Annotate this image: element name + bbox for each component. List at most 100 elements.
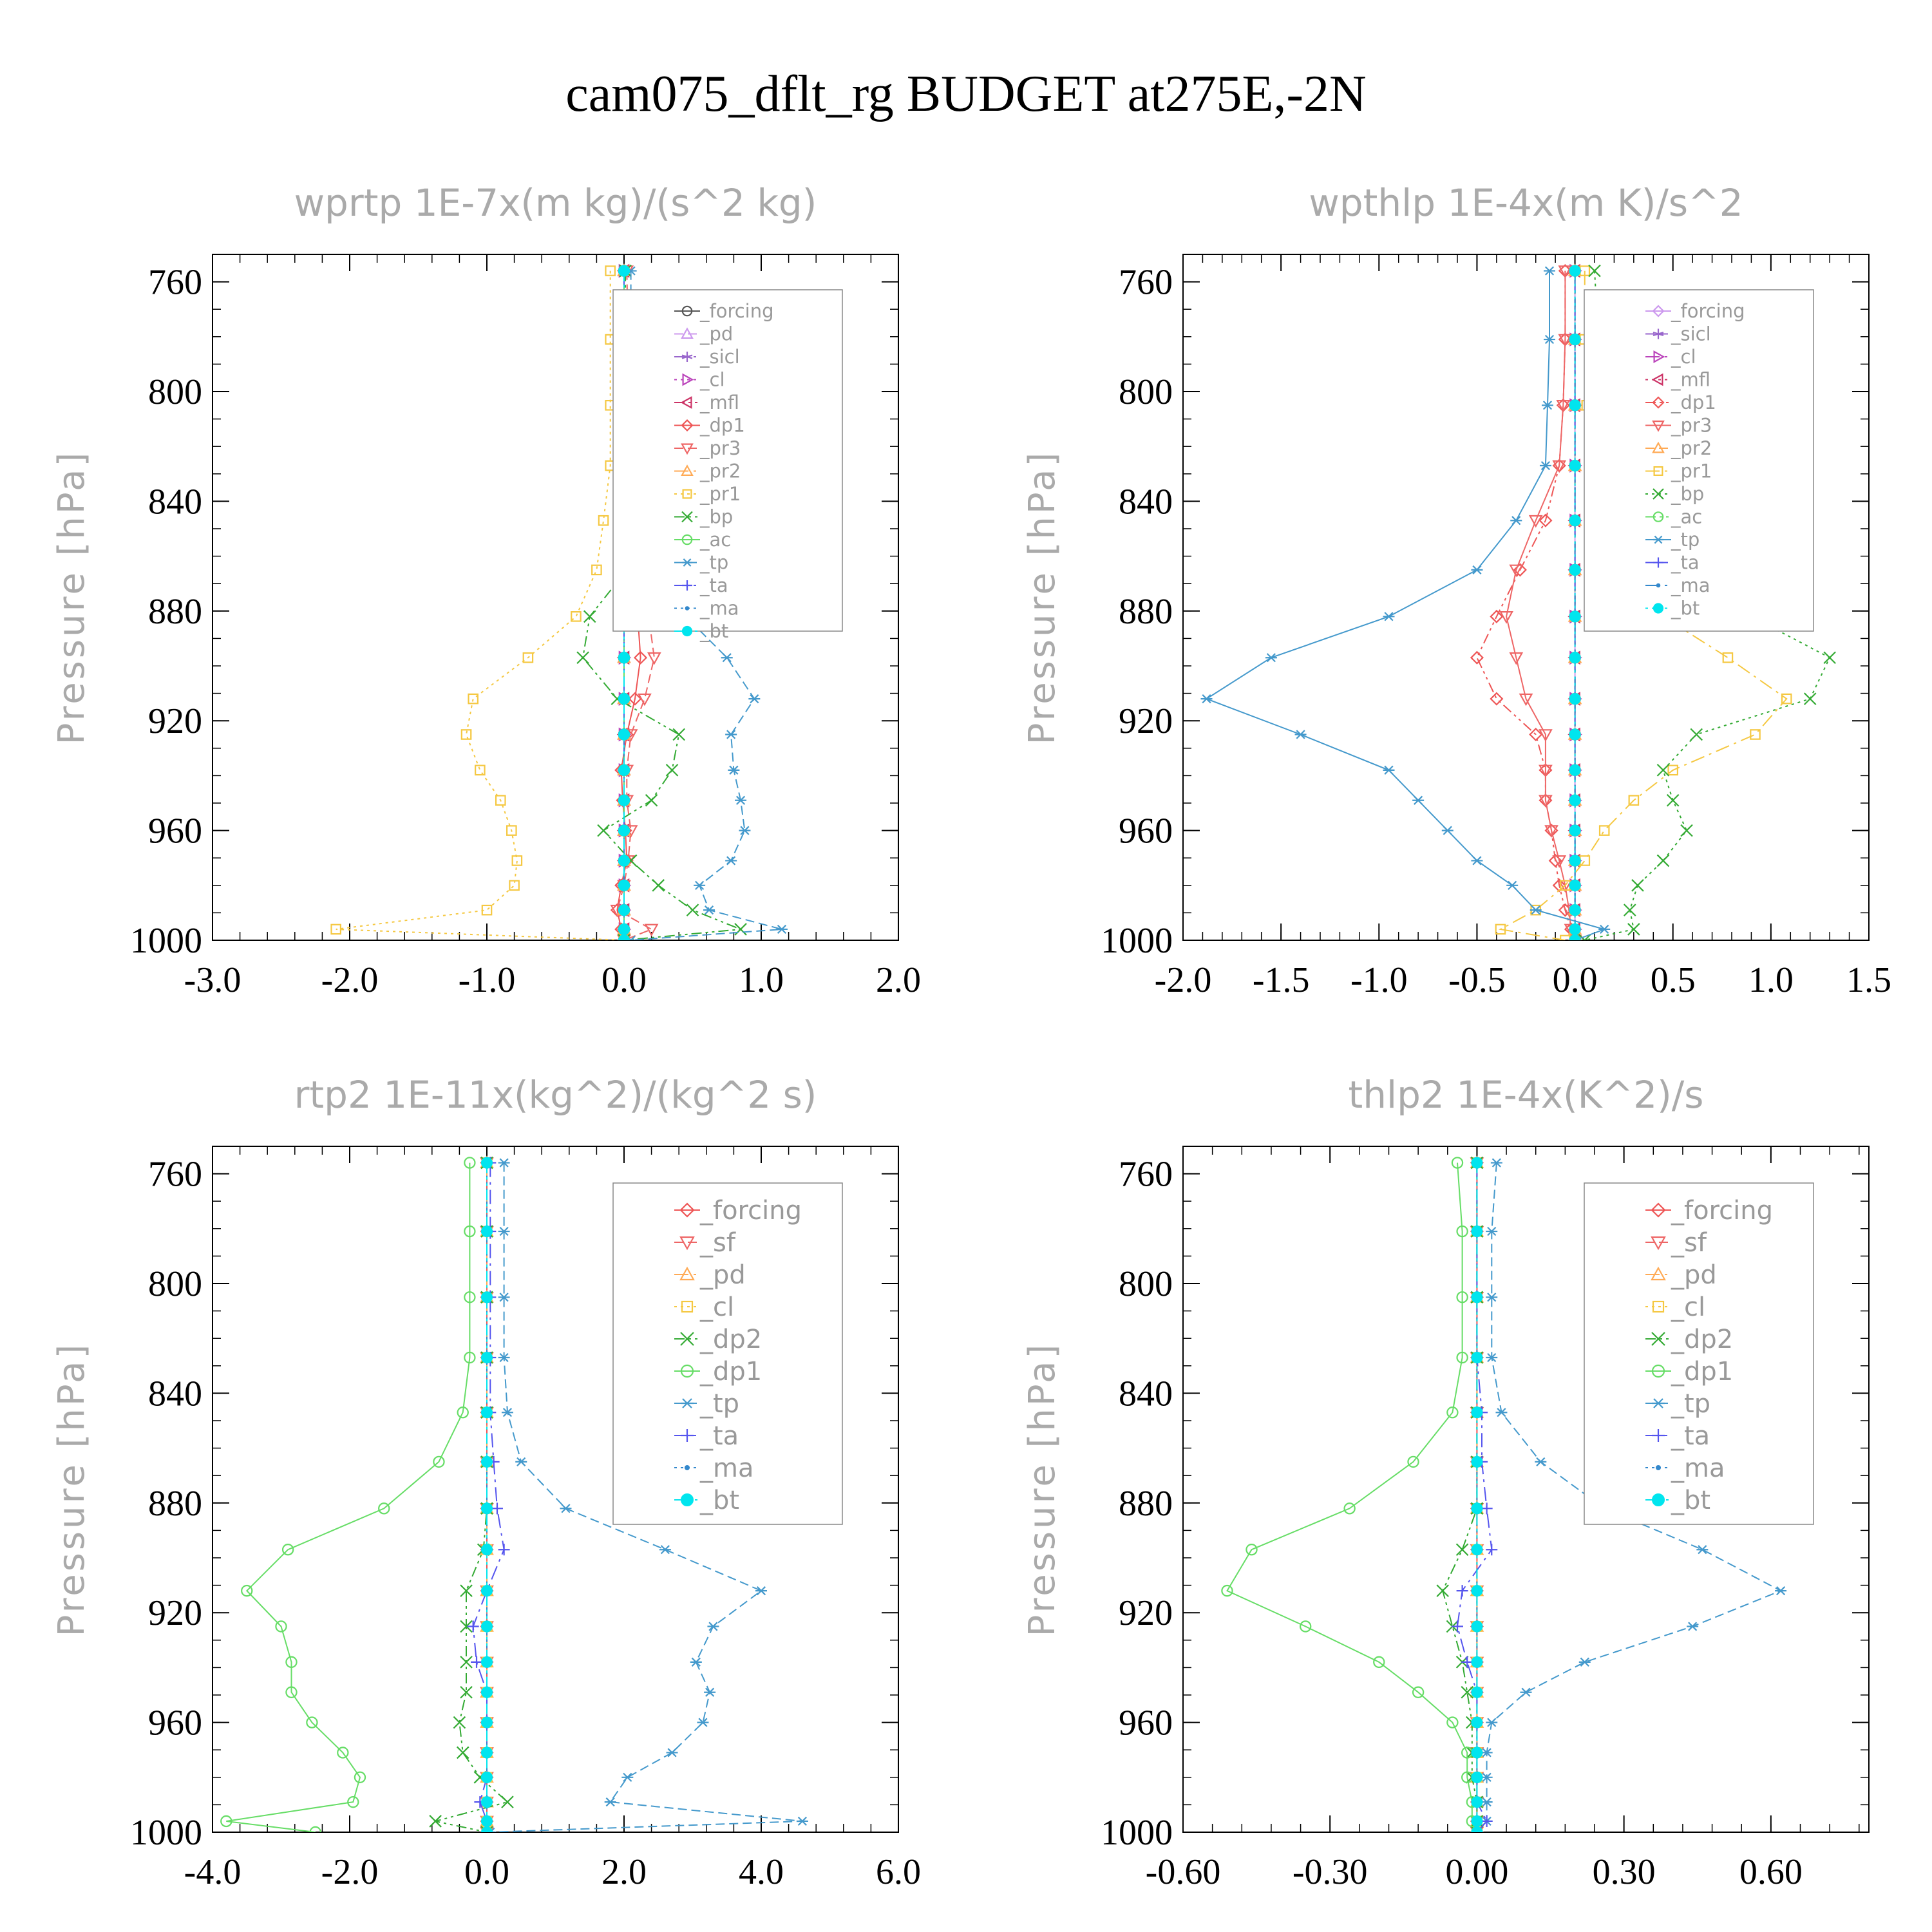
marker-asterisk — [560, 1504, 572, 1513]
y-tick-label: 920 — [1119, 1593, 1173, 1633]
marker-x — [680, 1332, 694, 1346]
marker-filled-circle — [480, 1716, 493, 1728]
marker-plus — [1456, 1585, 1468, 1597]
marker-filled-circle — [618, 934, 630, 940]
marker-filled-circle — [1569, 334, 1581, 346]
marker-filled-circle — [1569, 611, 1581, 623]
marker-x — [1690, 728, 1703, 741]
legend-label: _ta — [699, 1421, 739, 1451]
marker-circle — [1456, 1225, 1468, 1238]
marker-triangle-down — [1558, 265, 1573, 278]
marker-filled-circle — [618, 652, 630, 664]
chart-panel: thlp2 1E-4x(K^2)/s 760 800 840 880 920 960 1000… — [1021, 1073, 1870, 1892]
marker-x — [583, 610, 596, 623]
marker-square — [475, 764, 486, 776]
marker-filled-circle — [681, 1493, 694, 1506]
marker-asterisk — [1265, 653, 1277, 663]
marker-x — [1455, 1543, 1469, 1556]
marker-filled-circle — [480, 1455, 493, 1468]
marker-filled-circle — [480, 1157, 493, 1169]
legend-label: _forcing — [699, 300, 774, 322]
marker-square — [506, 825, 517, 836]
legend-label: _tp — [699, 1389, 739, 1419]
marker-asterisk — [1481, 1797, 1493, 1807]
chart-panel: wpthlp 1E-4x(m K)/s^2 760 800 840 880 920 960 1… — [1021, 181, 1891, 1000]
panel-title: wprtp 1E-7x(m kg)/(s^2 kg) — [294, 181, 817, 225]
y-tick-label: 880 — [148, 592, 202, 632]
legend-label: _sf — [699, 1228, 736, 1258]
marker-square — [1598, 825, 1610, 836]
marker-circle — [285, 1656, 298, 1669]
y-axis-label: Pressure [hPa] — [51, 1342, 93, 1637]
marker-asterisk — [1544, 266, 1556, 276]
marker-plus — [1653, 557, 1663, 568]
legend-label: _mfl — [699, 392, 739, 413]
figure-title: cam075_dflt_rg BUDGET at275E,-2N — [565, 66, 1367, 122]
marker-circle — [309, 1826, 321, 1832]
marker-filled-circle — [480, 1544, 493, 1556]
marker-filled-circle — [480, 1771, 493, 1783]
marker-asterisk — [1541, 401, 1553, 410]
marker-filled-circle — [618, 824, 630, 837]
x-tick-label: -0.5 — [1448, 960, 1506, 1000]
marker-asterisk — [697, 1718, 709, 1727]
marker-asterisk — [498, 1352, 510, 1363]
marker-asterisk — [748, 694, 761, 704]
x-tick-label: 0.0 — [1553, 960, 1598, 1000]
marker-plus — [1481, 1502, 1493, 1515]
panel-title: thlp2 1E-4x(K^2)/s — [1348, 1073, 1703, 1117]
marker-triangle-down — [1539, 764, 1553, 778]
marker-filled-circle — [1471, 1620, 1483, 1633]
marker-triangle-down — [1509, 564, 1524, 578]
marker-asterisk — [1653, 535, 1663, 544]
x-tick-label: 0.5 — [1651, 960, 1696, 1000]
marker-filled-circle — [1653, 603, 1664, 614]
legend-label: _pd — [699, 1260, 746, 1290]
marker-circle — [1299, 1620, 1312, 1633]
marker-x — [1656, 764, 1670, 777]
marker-filled-circle — [480, 1656, 493, 1668]
marker-triangle-down — [1544, 825, 1558, 838]
marker-triangle-up — [1651, 1266, 1666, 1281]
marker-x — [1631, 879, 1644, 892]
marker-filled-circle — [480, 1585, 493, 1597]
legend: _forcing_pd_sicl_cl_mfl_dp1_pr3_pr2_pr1_… — [612, 289, 843, 642]
marker-x — [652, 879, 665, 892]
series-line — [490, 1162, 802, 1832]
legend-label: _dp2 — [1671, 1325, 1733, 1354]
marker-square — [460, 729, 472, 740]
marker-plus — [1452, 1620, 1463, 1633]
marker-filled-circle — [480, 1826, 493, 1832]
legend-label: _ac — [1671, 506, 1702, 528]
marker-filled-circle — [1471, 1686, 1483, 1698]
marker-diamond — [1490, 609, 1504, 623]
marker-square — [1667, 764, 1679, 776]
marker-triangle-left — [1651, 373, 1663, 386]
x-tick-label: 0.00 — [1445, 1852, 1508, 1892]
marker-triangle-right — [1653, 350, 1665, 363]
marker-asterisk — [1412, 795, 1425, 805]
y-axis-label: Pressure [hPa] — [51, 450, 93, 745]
marker-circle — [433, 1455, 445, 1468]
marker-square — [1628, 795, 1640, 806]
x-tick-label: -4.0 — [184, 1852, 242, 1892]
marker-asterisk — [704, 1687, 716, 1697]
marker-triangle-down — [1509, 652, 1524, 665]
y-tick-label: 800 — [148, 1264, 202, 1304]
marker-diamond — [1470, 650, 1484, 665]
marker-filled-circle — [618, 693, 630, 705]
marker-x — [1823, 651, 1836, 664]
marker-asterisk — [1696, 1545, 1709, 1555]
marker-triangle-down — [1499, 611, 1513, 624]
marker-asterisk — [739, 826, 751, 835]
marker-x — [686, 904, 699, 916]
marker-triangle-up — [681, 327, 694, 339]
legend-label: _ta — [699, 574, 728, 596]
marker-triangle-right — [682, 373, 694, 386]
legend-label: _pr2 — [699, 460, 741, 482]
x-tick-label: 0.0 — [601, 960, 647, 1000]
series-line — [1476, 1162, 1783, 1832]
marker-circle — [347, 1795, 359, 1808]
marker-filled-circle — [1569, 904, 1581, 916]
panels: wprtp 1E-7x(m kg)/(s^2 kg) 760 800 840 880 92… — [51, 181, 1891, 1892]
